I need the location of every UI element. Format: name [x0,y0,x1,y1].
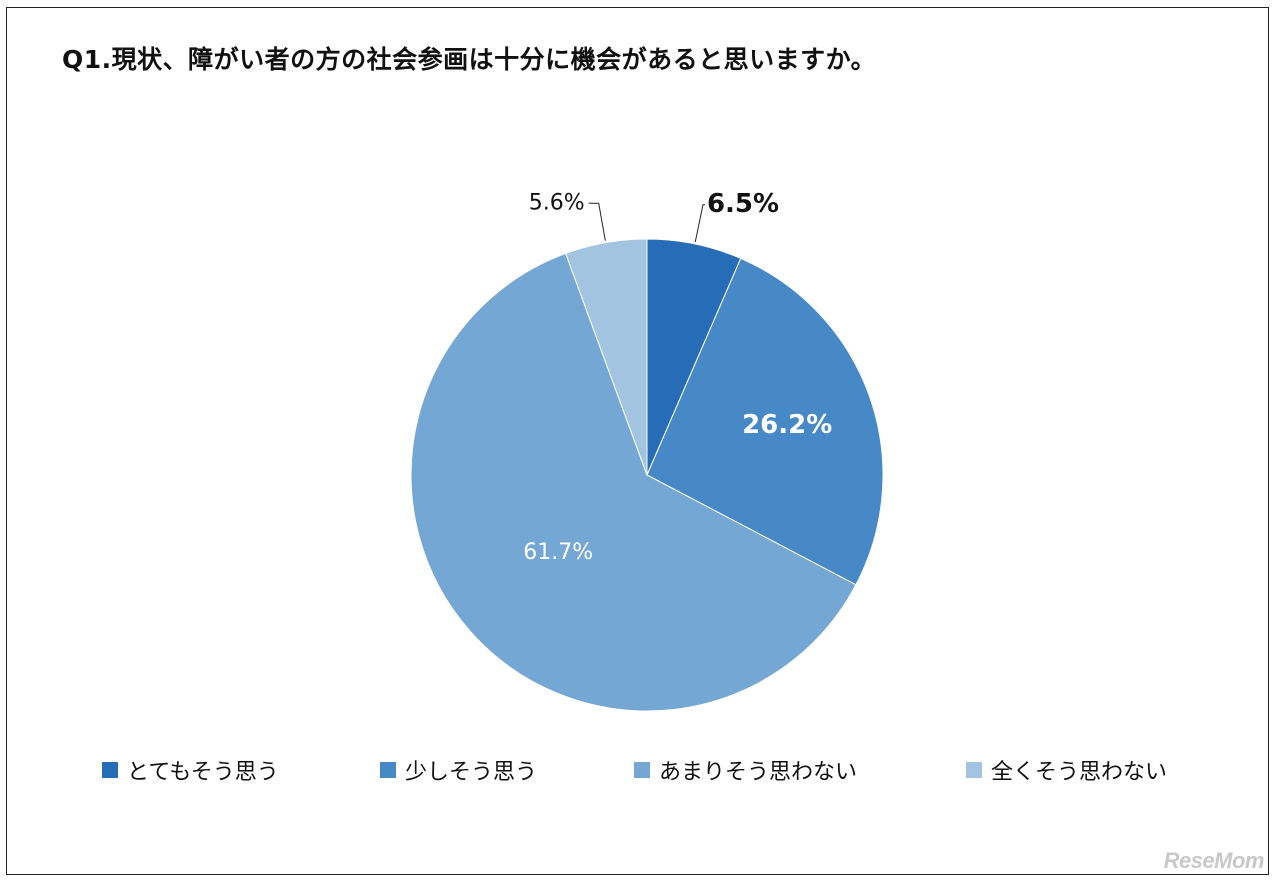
legend-swatch-0 [102,762,118,778]
legend-swatch-1 [380,762,396,778]
data-label-0: 6.5% [707,189,779,219]
legend-item-1: 少しそう思う [380,754,537,786]
leader-line-0 [694,204,705,243]
pie-slice-2 [410,252,857,712]
legend-label-1: 少しそう思う [405,760,538,785]
legend-item-3: 全くそう思わない [966,754,1167,786]
leader-line-3 [588,202,606,241]
data-label-1: 26.2% [742,410,832,440]
legend-label-2: あまりそう思わない [659,760,858,785]
pie-slice-3 [565,238,648,476]
leader-lines [588,202,705,243]
legend-swatch-3 [966,762,982,778]
legend-label-3: 全くそう思わない [991,760,1168,785]
legend-item-2: あまりそう思わない [634,754,857,786]
data-label-2: 61.7% [523,540,593,565]
watermark-logo: ReseMom [1163,848,1265,873]
legend: とてもそう思う 少しそう思う あまりそう思わない 全くそう思わない [0,754,1280,786]
pie-slices [410,238,884,712]
chart-title: Q1.現状、障がい者の方の社会参画は十分に機会があると思いますか。 [62,45,877,74]
data-labels: 6.5% 26.2% 61.7% 5.6% [523,189,832,565]
legend-item-0: とてもそう思う [102,754,279,786]
pie-slice-1 [646,257,884,586]
legend-swatch-2 [634,762,650,778]
legend-label-0: とてもそう思う [127,760,279,785]
data-label-3: 5.6% [529,190,585,215]
